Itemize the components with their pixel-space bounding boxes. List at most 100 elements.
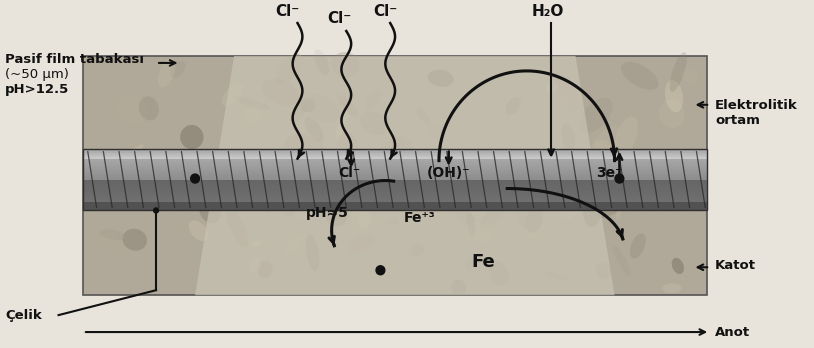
Ellipse shape xyxy=(234,97,270,110)
Ellipse shape xyxy=(248,256,260,274)
Bar xyxy=(83,202,707,204)
Ellipse shape xyxy=(326,201,348,227)
Ellipse shape xyxy=(670,52,687,92)
Ellipse shape xyxy=(257,261,273,278)
Bar xyxy=(83,149,707,151)
Ellipse shape xyxy=(531,177,544,185)
Ellipse shape xyxy=(358,211,371,229)
Ellipse shape xyxy=(484,195,490,203)
Ellipse shape xyxy=(489,261,509,286)
Ellipse shape xyxy=(562,123,575,152)
Bar xyxy=(83,177,707,180)
Ellipse shape xyxy=(512,191,527,230)
Ellipse shape xyxy=(480,196,505,230)
Text: Katot: Katot xyxy=(715,259,756,272)
Ellipse shape xyxy=(189,220,208,241)
Bar xyxy=(83,175,707,177)
Ellipse shape xyxy=(561,196,582,219)
Ellipse shape xyxy=(301,94,339,122)
Ellipse shape xyxy=(631,182,672,207)
Ellipse shape xyxy=(475,223,493,243)
Text: 3e⁻: 3e⁻ xyxy=(597,166,623,180)
Text: Cl⁻: Cl⁻ xyxy=(276,4,300,19)
Ellipse shape xyxy=(337,132,357,160)
Ellipse shape xyxy=(226,207,248,247)
Ellipse shape xyxy=(616,181,624,221)
Ellipse shape xyxy=(90,169,127,197)
Ellipse shape xyxy=(527,232,536,239)
Bar xyxy=(83,196,707,198)
Bar xyxy=(83,194,707,196)
Ellipse shape xyxy=(659,100,685,128)
Bar xyxy=(83,186,707,188)
Ellipse shape xyxy=(265,179,298,207)
Bar xyxy=(83,198,707,200)
Ellipse shape xyxy=(307,181,322,195)
Text: Fe⁺³: Fe⁺³ xyxy=(404,212,435,226)
Ellipse shape xyxy=(252,199,265,206)
Ellipse shape xyxy=(265,189,274,213)
Text: ortam: ortam xyxy=(715,114,760,127)
Ellipse shape xyxy=(663,283,681,293)
Ellipse shape xyxy=(565,169,590,192)
Ellipse shape xyxy=(596,262,611,279)
Ellipse shape xyxy=(180,125,204,149)
Ellipse shape xyxy=(336,111,348,139)
Ellipse shape xyxy=(456,186,486,224)
Ellipse shape xyxy=(407,181,434,219)
Ellipse shape xyxy=(554,196,580,209)
Ellipse shape xyxy=(593,140,624,175)
Ellipse shape xyxy=(428,70,453,87)
Ellipse shape xyxy=(581,179,588,195)
Text: Çelik: Çelik xyxy=(5,309,42,322)
Ellipse shape xyxy=(628,158,648,176)
Bar xyxy=(83,173,707,175)
Ellipse shape xyxy=(285,134,325,159)
Ellipse shape xyxy=(457,153,485,163)
Ellipse shape xyxy=(416,106,430,124)
Bar xyxy=(83,188,707,190)
Ellipse shape xyxy=(580,98,613,133)
Ellipse shape xyxy=(290,107,306,122)
Ellipse shape xyxy=(251,240,261,246)
Bar xyxy=(83,161,707,163)
Text: Elektrolitik: Elektrolitik xyxy=(715,99,798,112)
Ellipse shape xyxy=(391,139,405,152)
Text: (OH)⁻: (OH)⁻ xyxy=(427,166,470,180)
Bar xyxy=(83,192,707,194)
Ellipse shape xyxy=(583,166,610,184)
Ellipse shape xyxy=(330,193,366,219)
Circle shape xyxy=(190,174,199,183)
Ellipse shape xyxy=(122,229,147,251)
Bar xyxy=(83,155,707,157)
Text: pH>12.5: pH>12.5 xyxy=(5,83,69,96)
Ellipse shape xyxy=(387,218,398,225)
Ellipse shape xyxy=(276,54,303,84)
Bar xyxy=(83,190,707,192)
Ellipse shape xyxy=(621,62,659,90)
Ellipse shape xyxy=(659,189,679,209)
Ellipse shape xyxy=(365,89,381,110)
Ellipse shape xyxy=(348,196,362,208)
Ellipse shape xyxy=(370,154,381,165)
Ellipse shape xyxy=(513,173,530,183)
Ellipse shape xyxy=(314,49,330,76)
Text: Fe: Fe xyxy=(471,253,495,271)
Polygon shape xyxy=(195,56,615,295)
Ellipse shape xyxy=(672,258,684,274)
Ellipse shape xyxy=(284,205,295,217)
Bar xyxy=(83,182,707,184)
Text: Cl⁻: Cl⁻ xyxy=(327,11,352,26)
Text: Pasif film tabakası: Pasif film tabakası xyxy=(5,53,144,66)
Bar xyxy=(83,159,707,161)
Text: pH≈5: pH≈5 xyxy=(306,206,349,220)
Ellipse shape xyxy=(526,207,543,233)
Bar xyxy=(83,56,707,295)
Ellipse shape xyxy=(285,235,304,254)
Bar xyxy=(83,149,707,211)
Ellipse shape xyxy=(544,272,569,280)
Text: Cl⁻: Cl⁻ xyxy=(373,4,397,19)
Ellipse shape xyxy=(588,126,620,161)
Text: Anot: Anot xyxy=(715,325,751,339)
Ellipse shape xyxy=(294,203,316,220)
